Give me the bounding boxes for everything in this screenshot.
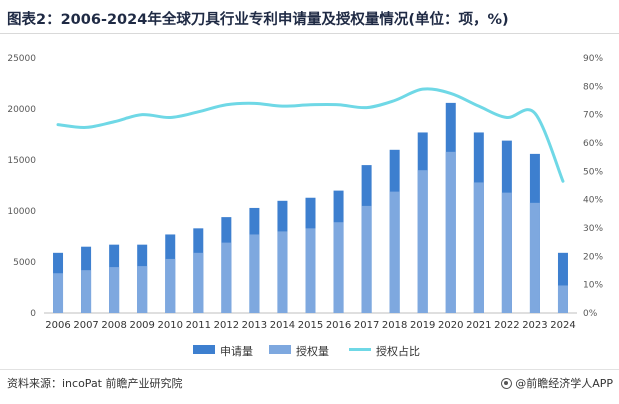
x-tick-label: 2008 [101, 320, 126, 331]
legend-swatch-ratio [349, 348, 371, 351]
y-right-tick-label: 30% [583, 224, 603, 234]
combo-chart: 0 5000 10000 15000 20000 25000 0% 10% 20% 30% 40% 5… [7, 54, 603, 331]
x-tick-label: 2022 [494, 320, 519, 331]
bar-grants [473, 182, 484, 313]
y-left-tick-label: 5000 [13, 258, 36, 268]
bar-grants [333, 222, 344, 313]
legend-label-ratio: 授权占比 [376, 345, 420, 358]
x-tick-label: 2017 [354, 320, 379, 331]
legend-swatch-applications [193, 345, 215, 354]
x-tick-label: 2024 [550, 320, 575, 331]
y-right-tick-label: 20% [583, 252, 603, 262]
bar-grants [249, 234, 260, 313]
legend-label-applications: 申请量 [220, 345, 253, 358]
bar-grants [81, 270, 92, 313]
bar-grants [165, 258, 176, 313]
y-right-tick-label: 40% [583, 196, 603, 206]
y-right-tick-label: 10% [583, 281, 603, 291]
x-tick-label: 2018 [382, 320, 407, 331]
legend-label-grants: 授权量 [296, 345, 329, 358]
y-right-tick-label: 90% [583, 54, 603, 64]
y-right-tick-label: 70% [583, 111, 603, 121]
brand-credit: @前瞻经济学人APP [501, 375, 613, 391]
x-tick-label: 2016 [326, 320, 351, 331]
legend-swatch-grants [269, 345, 291, 354]
x-tick-label: 2012 [214, 320, 239, 331]
x-tick-label: 2020 [438, 320, 463, 331]
footer-divider [0, 369, 619, 370]
bar-grants [305, 228, 316, 313]
x-tick-label: 2015 [298, 320, 323, 331]
x-tick-label: 2013 [242, 320, 267, 331]
title-divider [0, 33, 619, 34]
bar-grants [193, 252, 204, 313]
bar-grants [529, 202, 540, 313]
x-tick-label: 2007 [73, 320, 98, 331]
bar-grants [389, 191, 400, 313]
y-right-tick-label: 50% [583, 167, 603, 177]
y-left-tick-label: 25000 [7, 54, 36, 64]
bar-grants [557, 285, 568, 313]
y-left-tick-label: 15000 [7, 156, 36, 166]
x-tick-label: 2006 [45, 320, 70, 331]
line-grant-ratio [56, 87, 565, 183]
bar-grants [221, 242, 232, 313]
y-right-tick-label: 0% [583, 309, 598, 319]
y-right-tick-label: 80% [583, 82, 603, 92]
source-note: 资料来源：incoPat 前瞻产业研究院 [7, 377, 183, 390]
y-left-tick-label: 20000 [7, 105, 36, 115]
x-tick-label: 2011 [186, 320, 211, 331]
x-tick-label: 2014 [270, 320, 295, 331]
x-tick-label: 2021 [466, 320, 491, 331]
bar-grants [417, 170, 428, 313]
bar-grants [53, 273, 64, 313]
bar-grants [109, 267, 120, 313]
y-right-tick-label: 60% [583, 139, 603, 149]
bar-grants [277, 231, 288, 313]
x-tick-label: 2019 [410, 320, 435, 331]
brand-logo-icon [501, 378, 513, 389]
y-left-tick-label: 0 [30, 309, 36, 319]
x-tick-label: 2010 [158, 320, 183, 331]
bar-applications [557, 252, 568, 313]
bar-grants [501, 192, 512, 313]
bar-grants [445, 151, 456, 313]
x-tick-label: 2023 [522, 320, 547, 331]
bar-grants [361, 205, 372, 313]
y-left-tick-label: 10000 [7, 207, 36, 217]
legend: 申请量 授权量 授权占比 [0, 343, 619, 358]
bar-grants [137, 266, 148, 313]
brand-text: @前瞻经济学人APP [515, 377, 613, 390]
x-tick-label: 2009 [129, 320, 154, 331]
chart-title: 图表2：2006-2024年全球刀具行业专利申请量及授权量情况(单位：项，%) [7, 12, 509, 28]
